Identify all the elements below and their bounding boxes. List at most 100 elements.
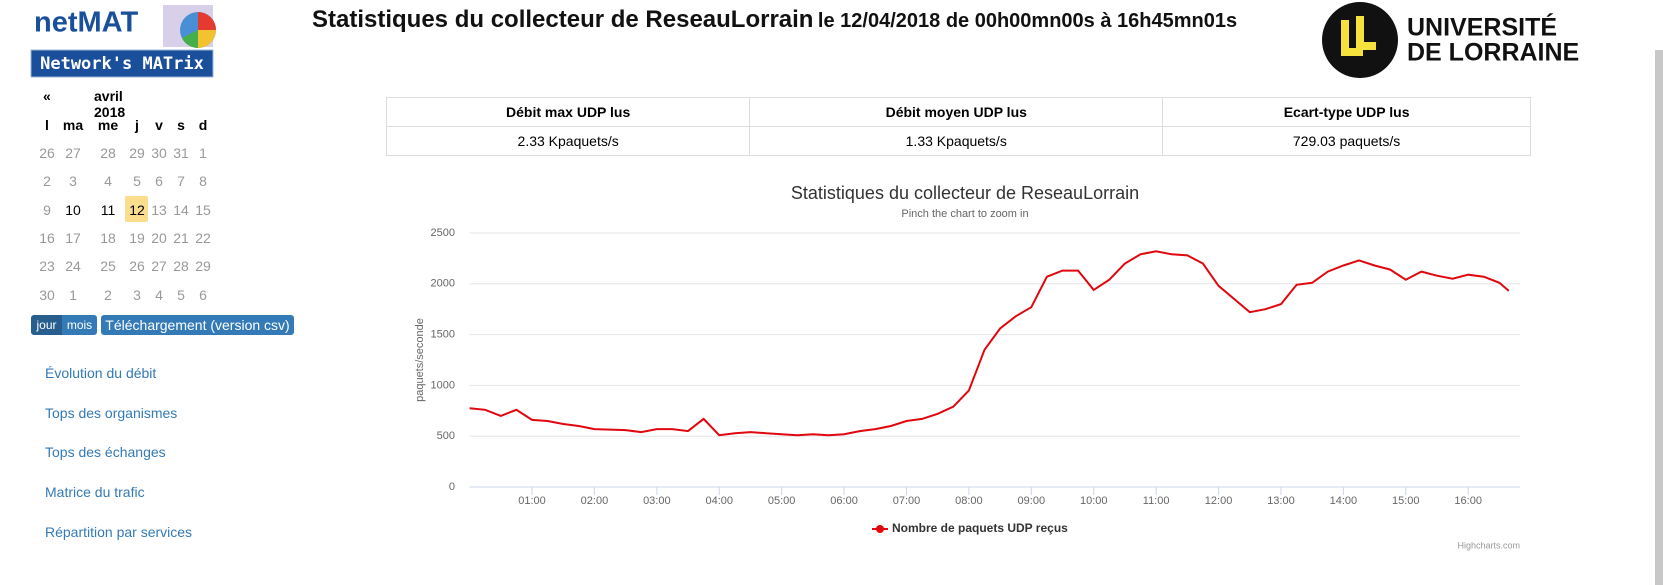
nav-link[interactable]: Matrice du trafic	[45, 484, 145, 501]
x-tick-label: 11:00	[1143, 495, 1170, 507]
university-name: UNIVERSITÉ	[1407, 13, 1557, 42]
calendar-day: 24	[65, 258, 81, 275]
chart-subtitle: Pinch the chart to zoom in	[901, 208, 1028, 220]
y-tick-label: 1000	[431, 379, 455, 391]
calendar-day: 21	[173, 229, 189, 246]
y-axis-label: paquets/seconde	[414, 318, 426, 402]
y-tick-label: 500	[437, 430, 455, 442]
stats-table: Débit max UDP lus Débit moyen UDP lus Ecar…	[385, 97, 1531, 156]
calendar-day: 1	[199, 145, 207, 161]
logo-pie-slice	[198, 30, 216, 48]
calendar-day: 4	[104, 173, 112, 190]
calendar-day: 29	[195, 258, 211, 275]
calendar-day: 15	[195, 201, 211, 218]
y-tick-label: 1500	[431, 329, 455, 341]
title-suffix: le 12/04/2018 de 00h00mn00s à 16h45mn01s	[817, 10, 1238, 32]
scrollbar[interactable]	[1655, 50, 1663, 585]
logo-pie-slice	[182, 30, 198, 48]
calendar-day: 27	[151, 258, 167, 275]
calendar-day[interactable]: 11	[100, 201, 116, 218]
x-tick-label: 07:00	[893, 495, 921, 507]
calendar-day: 23	[39, 258, 55, 275]
calendar-day: 17	[65, 229, 81, 246]
calendar-day: 30	[151, 145, 167, 161]
x-tick-label: 12:00	[1205, 495, 1233, 507]
calendar-month: avril 2018	[94, 88, 126, 120]
calendar-day: 29	[129, 145, 145, 161]
calendar-day: 8	[199, 173, 207, 190]
calendar-day: 2	[43, 173, 51, 190]
calendar-day: 14	[173, 201, 189, 218]
page-title: Statistiques du collecteur de ReseauLorr…	[312, 6, 1237, 34]
calendar-day: 26	[129, 258, 145, 275]
weekday: v	[155, 117, 163, 133]
x-tick-label: 06:00	[830, 495, 858, 507]
legend-symbol	[876, 525, 884, 533]
calendar-day[interactable]: 10	[65, 201, 81, 218]
calendar-day: 4	[155, 286, 163, 303]
logo-banner	[30, 49, 214, 78]
university-name: DE LORRAINE	[1407, 39, 1579, 67]
y-tick-label: 2500	[431, 227, 455, 239]
month-button[interactable]: mois	[62, 315, 97, 335]
x-tick-label: 08:00	[955, 495, 983, 507]
weekday: s	[177, 117, 185, 133]
x-tick-label: 05:00	[768, 495, 796, 507]
calendar-day: 28	[173, 258, 189, 275]
calendar-day: 31	[173, 145, 189, 161]
day-button[interactable]: jour	[31, 315, 62, 335]
calendar-day: 30	[39, 286, 55, 303]
weekday: d	[198, 117, 208, 133]
weekday: l	[45, 117, 49, 133]
y-tick-label: 0	[449, 481, 455, 493]
weekday: j	[135, 117, 139, 133]
nav-link[interactable]: Tops des échanges	[45, 444, 166, 461]
weekday: me	[97, 117, 119, 133]
series-line	[469, 250, 1510, 437]
calendar-day: 19	[129, 229, 145, 246]
x-tick-label: 01:00	[518, 495, 546, 507]
legend-label[interactable]: Nombre de paquets UDP reçus	[892, 521, 1068, 535]
nav-link[interactable]: Tops des organismes	[45, 404, 178, 421]
logo-pie-slice	[198, 12, 216, 30]
calendar-day: 13	[151, 201, 167, 218]
university-logo-mark	[1341, 16, 1376, 56]
calendar-day[interactable]: 12	[129, 201, 145, 218]
x-tick-label: 09:00	[1018, 495, 1046, 507]
calendar-day: 20	[151, 229, 167, 246]
calendar-day: 5	[177, 286, 185, 303]
nav-link[interactable]: Répartition par services	[45, 523, 193, 540]
calendar-day: 22	[195, 229, 211, 246]
stats-value: 2.33 Kpaquets/s	[385, 126, 751, 156]
calendar-prev[interactable]: «	[43, 88, 51, 104]
download-button[interactable]: Téléchargement (version csv)	[101, 315, 294, 335]
x-tick-label: 14:00	[1330, 495, 1358, 507]
title: Statistiques du collecteur de ReseauLorr…	[312, 6, 814, 33]
x-tick-label: 13:00	[1267, 495, 1295, 507]
logo-text: netMAT	[34, 7, 138, 39]
calendar-day: 16	[39, 229, 55, 246]
calendar-day: 3	[69, 173, 77, 190]
stats-header: Débit moyen UDP lus	[749, 97, 1164, 127]
calendar-day: 6	[199, 286, 207, 303]
stats-value: 729.03 paquets/s	[1162, 126, 1531, 156]
calendar-day: 9	[43, 201, 51, 218]
calendar-day: 5	[133, 173, 141, 190]
calendar-day: 18	[100, 229, 116, 246]
calendar-day: 25	[100, 258, 116, 275]
chart: Statistiques du collecteur de ReseauLorr…	[414, 183, 1520, 550]
logo-subtext: Network's MATrix	[40, 54, 204, 74]
calendar-day: 1	[69, 286, 77, 303]
x-tick-label: 02:00	[581, 495, 609, 507]
x-tick-label: 16:00	[1454, 495, 1482, 507]
chart-title: Statistiques du collecteur de ReseauLorr…	[791, 183, 1139, 203]
credits[interactable]: Highcharts.com	[1457, 540, 1520, 550]
nav-link[interactable]: Évolution du débit	[45, 365, 157, 381]
calendar-today	[125, 196, 148, 222]
x-tick-label: 10:00	[1080, 495, 1108, 507]
calendar-day: 3	[133, 286, 141, 303]
x-tick-label: 04:00	[705, 495, 733, 507]
calendar-day: 6	[155, 173, 163, 190]
